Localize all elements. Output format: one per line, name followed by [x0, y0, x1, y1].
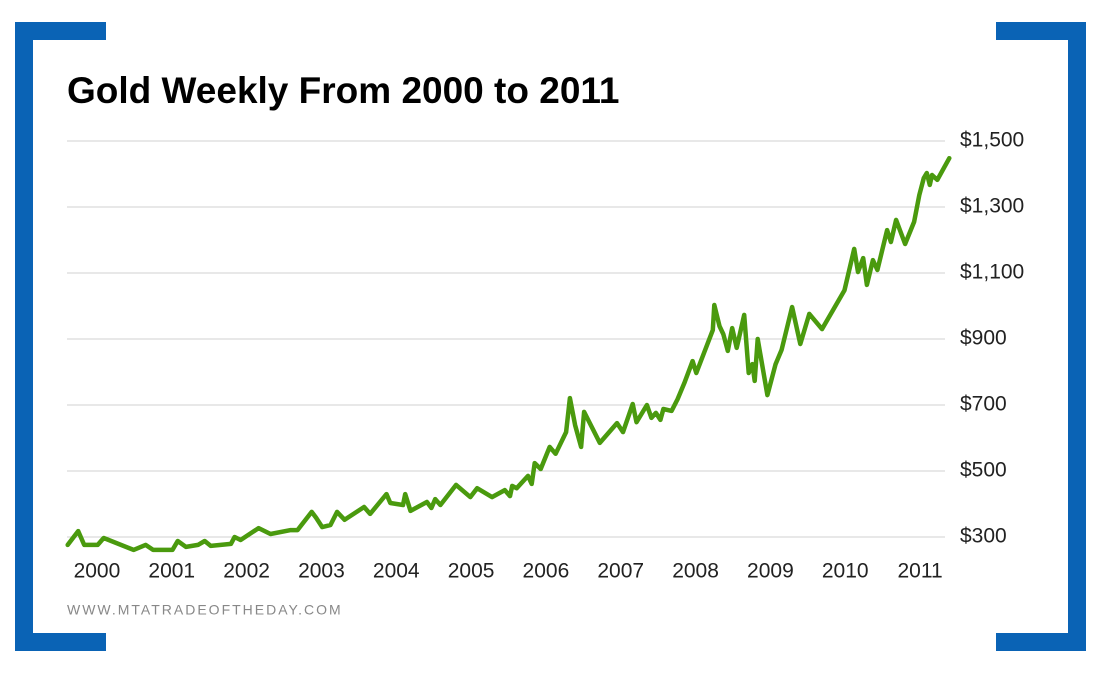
chart-title: Gold Weekly From 2000 to 2011	[67, 70, 620, 111]
frame	[15, 22, 1086, 651]
x-tick-label: 2009	[747, 560, 794, 583]
y-tick-label: $300	[960, 525, 1007, 548]
x-tick-label: 2000	[74, 560, 121, 583]
x-tick-label: 2008	[672, 560, 719, 583]
y-tick-label: $1,300	[960, 195, 1024, 218]
y-tick-label: $900	[960, 327, 1007, 350]
y-tick-label: $1,500	[960, 129, 1024, 152]
x-tick-label: 2011	[897, 560, 942, 583]
source: WWW.MTATRADEOFTHEDAY.COM	[67, 602, 343, 618]
y-tick-label: $500	[960, 459, 1007, 482]
x-tick-label: 2004	[373, 560, 420, 583]
y-tick-label: $1,100	[960, 261, 1024, 284]
x-tick-label: 2010	[822, 560, 869, 583]
x-tick-label: 2002	[223, 560, 270, 583]
x-tick-label: 2005	[448, 560, 495, 583]
y-tick-label: $700	[960, 393, 1007, 416]
x-tick-label: 2006	[523, 560, 570, 583]
price-line	[65, 155, 952, 553]
x-tick-label: 2003	[298, 560, 345, 583]
x-tick-label: 2001	[148, 560, 195, 583]
x-tick-label: 2007	[597, 560, 644, 583]
